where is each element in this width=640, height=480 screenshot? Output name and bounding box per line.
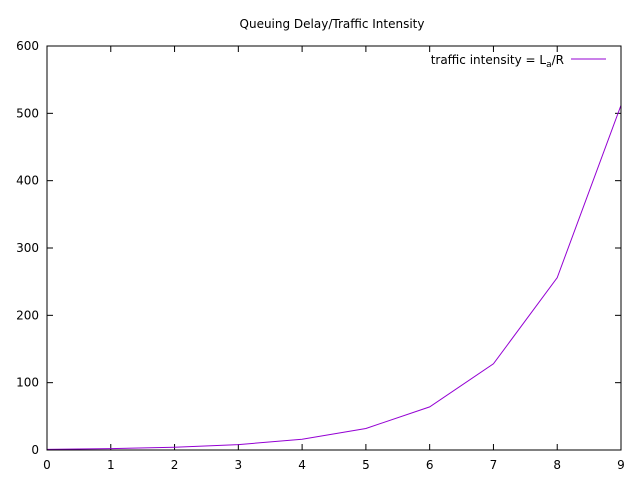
x-tick-label: 6 [426,458,434,472]
x-tick-label: 5 [362,458,370,472]
series-line [46,105,622,450]
x-tick-label: 4 [298,458,306,472]
ticks-layer: 0 1 2 3 4 5 6 7 8 9 0 100 200 300 400 500 600 [16,39,625,472]
chart-title: Queuing Delay/Traffic Intensity [240,17,425,31]
x-tick-label: 8 [553,458,561,472]
x-tick-label: 2 [171,458,179,472]
plot-frame [46,45,622,451]
y-tick-label: 100 [16,376,39,390]
y-tick-label: 500 [16,106,39,120]
y-tick-label: 0 [31,443,39,457]
series-layer [46,105,622,450]
x-tick-label: 3 [235,458,243,472]
y-tick-label: 600 [16,39,39,53]
legend-label-suffix: /R [552,53,564,67]
legend-label-prefix: traffic intensity = L [431,53,547,67]
y-tick-label: 200 [16,308,39,322]
y-tick-label: 300 [16,241,39,255]
legend-label: traffic intensity = La/R [431,53,564,70]
legend-label-subscript: a [546,60,552,70]
x-tick-label: 1 [107,458,115,472]
legend: traffic intensity = La/R [431,53,606,70]
y-tick-label: 400 [16,174,39,188]
x-tick-label: 9 [617,458,625,472]
x-tick-label: 7 [490,458,498,472]
x-tick-label: 0 [43,458,51,472]
